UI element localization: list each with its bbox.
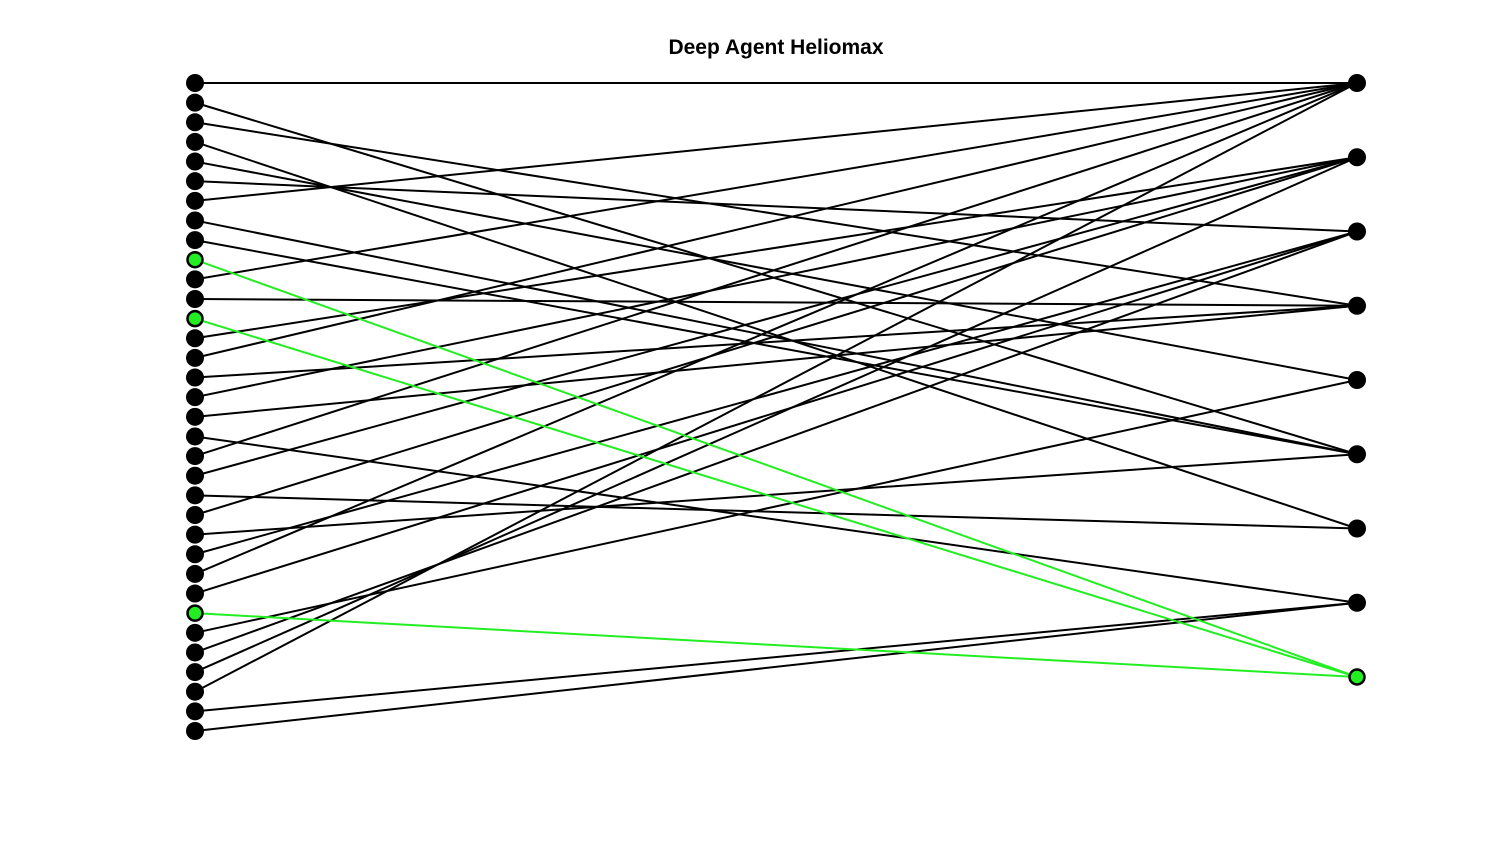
- left-node-4: [186, 152, 204, 171]
- edge-32-7: [194, 601, 1358, 713]
- left-node-29: [186, 643, 204, 662]
- left-node-18: [186, 427, 204, 446]
- edge-23-5: [194, 453, 1358, 536]
- edge-11-3: [194, 298, 1358, 307]
- edge-10-0: [194, 82, 1358, 281]
- left-node-27: [186, 604, 204, 622]
- left-node-14: [186, 348, 204, 367]
- edge-26-2: [194, 230, 1358, 595]
- left-node-19: [186, 447, 204, 466]
- diagram-title: Deep Agent Heliomax: [668, 36, 884, 59]
- left-node-8: [186, 231, 204, 250]
- right-node-6: [1348, 519, 1366, 538]
- edge-6-0: [194, 82, 1358, 202]
- left-node-20: [186, 466, 204, 485]
- right-node-2: [1348, 222, 1366, 241]
- left-node-11: [186, 290, 204, 308]
- edge-24-2: [194, 230, 1358, 556]
- edge-12-8: [194, 317, 1358, 678]
- right-node-4: [1348, 371, 1366, 389]
- edge-layer: [194, 82, 1358, 732]
- edge-13-1: [194, 156, 1358, 340]
- edge-17-3: [194, 304, 1358, 418]
- right-node-7: [1348, 593, 1366, 612]
- left-node-5: [186, 172, 204, 191]
- edge-18-7: [194, 435, 1358, 604]
- right-node-1: [1348, 148, 1366, 167]
- left-node-32: [186, 702, 204, 721]
- edge-15-3: [194, 304, 1358, 379]
- left-node-10: [186, 270, 204, 289]
- edge-2-3: [194, 121, 1358, 307]
- edge-20-1: [194, 156, 1358, 477]
- edge-16-1: [194, 156, 1358, 399]
- right-node-0: [1348, 74, 1366, 92]
- left-node-6: [186, 191, 204, 210]
- edge-19-0: [194, 82, 1358, 458]
- right-node-8: [1348, 668, 1366, 686]
- left-node-15: [186, 368, 204, 387]
- left-node-25: [186, 564, 204, 583]
- edge-33-7: [194, 601, 1358, 732]
- edge-7-5: [194, 219, 1358, 456]
- edge-31-0: [194, 82, 1358, 693]
- edge-14-0: [194, 82, 1358, 359]
- left-node-21: [186, 486, 204, 505]
- left-node-0: [186, 74, 204, 92]
- left-node-1: [186, 93, 204, 112]
- edge-27-8: [194, 612, 1358, 678]
- edge-30-1: [194, 156, 1358, 674]
- edge-8-5: [194, 239, 1358, 456]
- edge-1-5: [194, 101, 1358, 456]
- left-node-22: [186, 506, 204, 524]
- left-node-26: [186, 584, 204, 603]
- edge-5-2: [194, 180, 1358, 233]
- left-node-16: [186, 388, 204, 407]
- left-node-12: [186, 309, 204, 328]
- edge-25-0: [194, 82, 1358, 575]
- left-node-17: [186, 407, 204, 426]
- edge-4-4: [194, 160, 1358, 381]
- left-node-23: [186, 525, 204, 544]
- left-node-13: [186, 329, 204, 348]
- node-layer: [186, 74, 1366, 740]
- left-node-2: [186, 113, 204, 132]
- edge-29-2: [194, 230, 1358, 654]
- edge-22-1: [194, 156, 1358, 516]
- left-node-30: [186, 663, 204, 682]
- right-node-3: [1348, 296, 1366, 315]
- left-node-7: [186, 211, 204, 230]
- left-node-3: [186, 132, 204, 151]
- edge-9-8: [194, 258, 1358, 678]
- left-node-9: [186, 250, 204, 269]
- left-node-31: [186, 682, 204, 701]
- left-node-24: [186, 545, 204, 564]
- left-node-28: [186, 623, 204, 642]
- right-node-5: [1348, 445, 1366, 464]
- left-node-33: [186, 722, 204, 740]
